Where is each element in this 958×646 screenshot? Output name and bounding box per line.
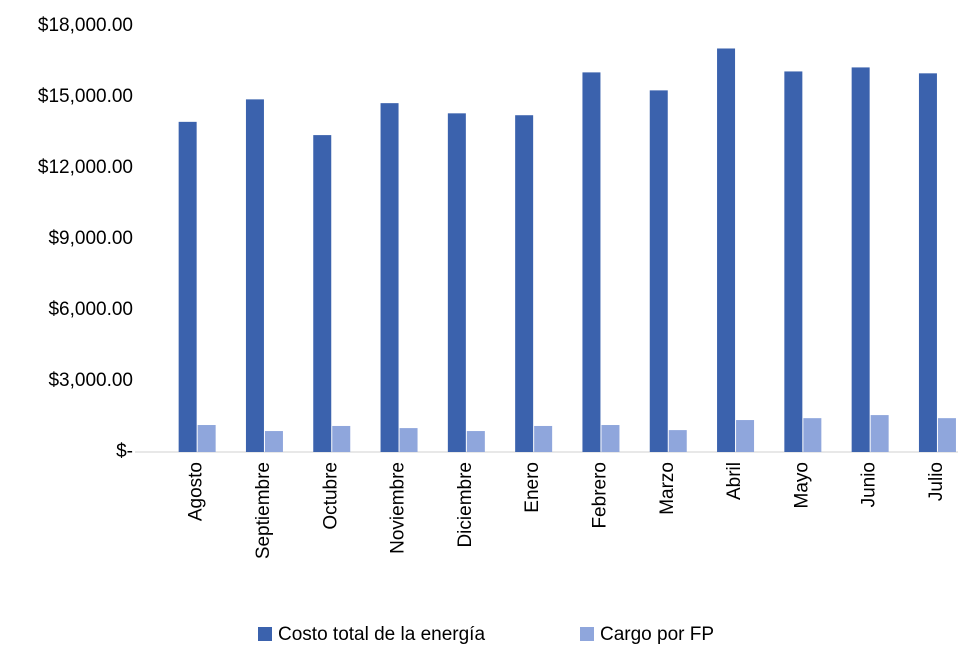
x-tick-label: Noviembre: [388, 462, 409, 554]
x-tick-label: Enero: [522, 462, 543, 513]
legend-label: Cargo por FP: [600, 624, 714, 645]
bar: [197, 425, 216, 452]
y-tick-label: $-: [116, 441, 133, 462]
legend-swatch: [580, 627, 594, 641]
bar: [784, 71, 803, 452]
x-tick-label: Julio: [926, 462, 947, 501]
y-tick-label: $3,000.00: [48, 370, 133, 391]
bar: [332, 425, 351, 452]
bar: [380, 103, 399, 453]
x-tick-label: Marzo: [657, 462, 678, 515]
bar: [918, 73, 937, 452]
bar: [264, 431, 283, 452]
x-tick-label: Junio: [859, 462, 880, 507]
bar: [649, 90, 668, 452]
bar: [668, 430, 687, 452]
bar: [717, 48, 736, 452]
y-tick-label: $6,000.00: [48, 299, 133, 320]
bar: [245, 99, 264, 452]
x-tick-label: Septiembre: [253, 462, 274, 559]
bar: [466, 431, 485, 452]
bar: [601, 425, 620, 452]
bar: [447, 113, 466, 452]
bar: [178, 121, 197, 452]
bar: [803, 418, 822, 452]
y-tick-label: $15,000.00: [38, 86, 133, 107]
bar: [870, 415, 889, 452]
x-tick-label: Abril: [724, 462, 745, 500]
x-tick-label: Febrero: [589, 462, 610, 529]
bar: [736, 420, 755, 452]
y-tick-label: $9,000.00: [48, 228, 133, 249]
legend-label: Costo total de la energía: [278, 624, 485, 645]
bar: [534, 425, 553, 452]
bar: [582, 72, 601, 453]
x-tick-label: Diciembre: [455, 462, 476, 548]
x-tick-label: Octubre: [320, 462, 341, 530]
bar: [851, 67, 870, 453]
x-tick-label: Mayo: [791, 462, 812, 508]
y-tick-label: $18,000.00: [38, 15, 133, 36]
y-tick-label: $12,000.00: [38, 157, 133, 178]
bar: [515, 115, 534, 453]
x-tick-label: Agosto: [186, 462, 207, 521]
bar: [937, 418, 956, 452]
bar: [313, 135, 332, 452]
legend-swatch: [258, 627, 272, 641]
bar: [399, 428, 418, 452]
